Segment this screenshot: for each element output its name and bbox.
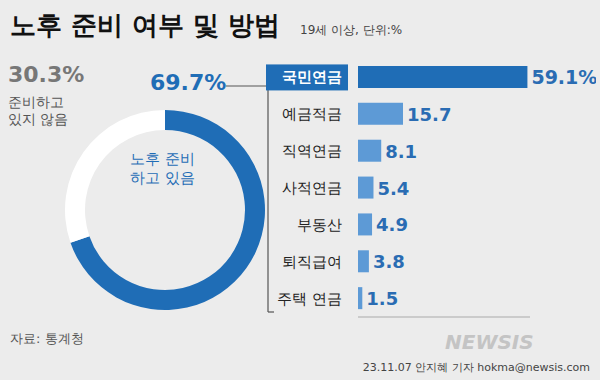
html-text:69.7%: 69.7% (150, 70, 227, 95)
html-text:23.11.07 안지혜 기자 hokma@newsis.c: 23.11.07 안지혜 기자 hokma@newsis.com (362, 361, 590, 374)
html-text:30.3%: 30.3% (8, 62, 85, 87)
html-text:19세 이상, 단위:%: 19세 이상, 단위:% (300, 23, 403, 37)
html-text:준비하고: 준비하고 (8, 94, 64, 110)
svg-text:15.7: 15.7 (407, 104, 451, 125)
html-text:NEWSIS: NEWSIS (445, 330, 534, 354)
svg-text:8.1: 8.1 (385, 141, 417, 162)
html-text:노후 준비: 노후 준비 (130, 150, 195, 168)
svg-text:주택 연금: 주택 연금 (277, 290, 342, 308)
svg-text:5.4: 5.4 (377, 178, 409, 199)
html-text:자료: 통계청: 자료: 통계청 (10, 331, 84, 346)
html-text:있지 않음: 있지 않음 (8, 111, 69, 127)
html-text:노후 준비 여부 및 방법: 노후 준비 여부 및 방법 (10, 10, 281, 40)
svg-text:59.1%: 59.1% (531, 66, 596, 88)
svg-text:직역연금: 직역연금 (282, 142, 342, 160)
svg-text:국민연금: 국민연금 (282, 68, 342, 86)
svg-text:사적연금: 사적연금 (282, 179, 342, 197)
svg-text:부동산: 부동산 (297, 216, 342, 234)
svg-text:예금적금: 예금적금 (282, 105, 342, 123)
svg-text:4.9: 4.9 (376, 214, 408, 235)
html-text:하고 있음: 하고 있음 (130, 169, 195, 187)
svg-text:3.8: 3.8 (373, 251, 405, 272)
svg-text:1.5: 1.5 (366, 288, 398, 309)
svg-text:퇴직급여: 퇴직급여 (282, 253, 342, 271)
